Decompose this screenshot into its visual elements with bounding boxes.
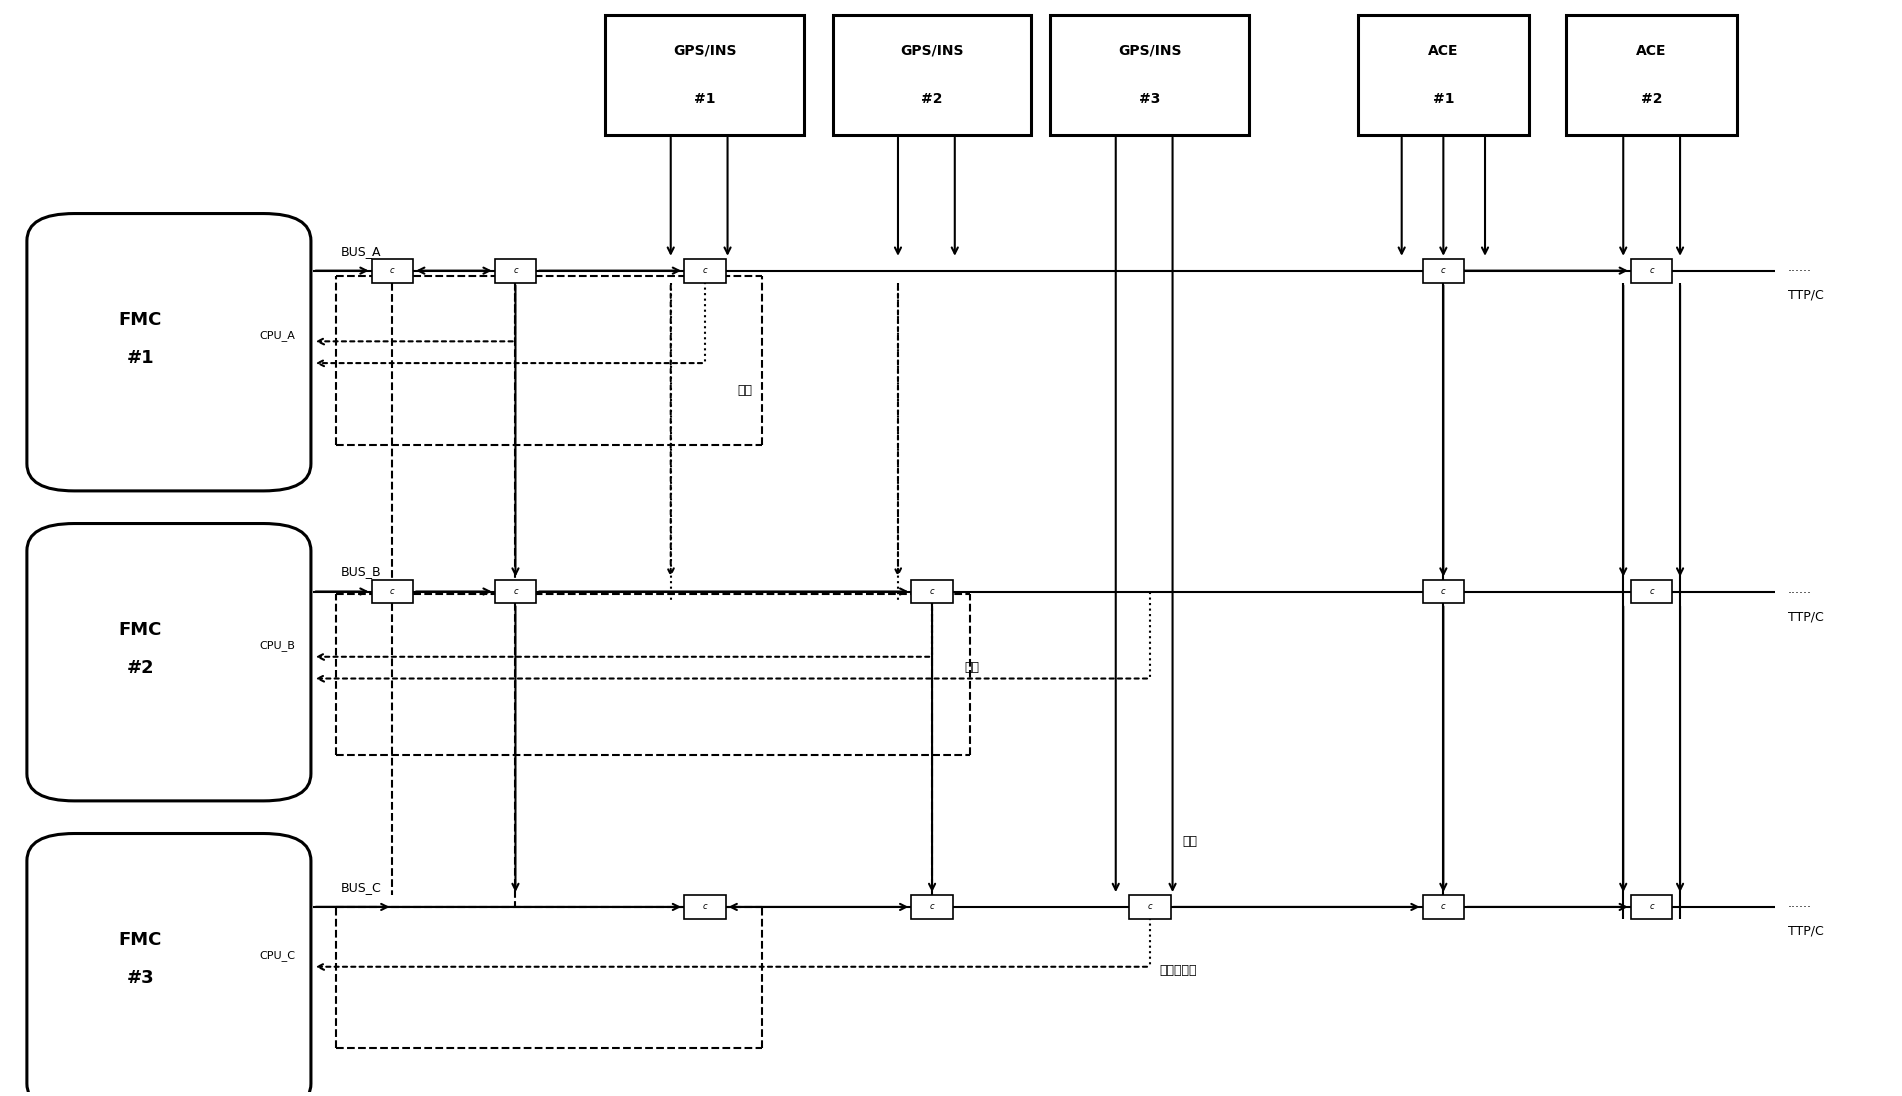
Text: CPU_B: CPU_B <box>261 640 295 651</box>
Bar <box>1630 895 1672 918</box>
Text: TTP/C: TTP/C <box>1788 924 1824 937</box>
Text: GPS/INS: GPS/INS <box>1118 44 1181 58</box>
Text: c: c <box>390 266 396 275</box>
Text: TTP/C: TTP/C <box>1788 288 1824 301</box>
Text: 串口: 串口 <box>736 384 751 397</box>
Text: 串口: 串口 <box>1181 835 1196 848</box>
Text: BUS_C: BUS_C <box>340 881 382 894</box>
Text: c: c <box>930 902 934 912</box>
Text: GPS/INS: GPS/INS <box>900 44 964 58</box>
Bar <box>371 259 413 283</box>
Text: ACE: ACE <box>1636 44 1666 58</box>
Text: TTP/C: TTP/C <box>1788 610 1824 623</box>
Text: c: c <box>1147 902 1153 912</box>
Text: c: c <box>390 587 396 596</box>
Text: c: c <box>514 587 517 596</box>
Text: c: c <box>1442 902 1446 912</box>
Bar <box>495 580 536 604</box>
Bar <box>911 580 953 604</box>
Text: c: c <box>1649 902 1655 912</box>
Text: GPS/INS: GPS/INS <box>673 44 736 58</box>
Text: CPU_A: CPU_A <box>261 331 295 341</box>
Bar <box>911 895 953 918</box>
Text: ......: ...... <box>1788 583 1813 596</box>
FancyBboxPatch shape <box>27 214 310 491</box>
Text: ACE: ACE <box>1428 44 1459 58</box>
Bar <box>1358 15 1529 135</box>
FancyBboxPatch shape <box>27 834 310 1096</box>
FancyBboxPatch shape <box>27 524 310 801</box>
Text: c: c <box>702 902 708 912</box>
Text: #2: #2 <box>1641 92 1662 106</box>
Text: 总线耦合器: 总线耦合器 <box>1160 963 1196 977</box>
Text: ......: ...... <box>1788 261 1813 274</box>
Text: c: c <box>1442 587 1446 596</box>
Text: #2: #2 <box>921 92 943 106</box>
Bar <box>371 580 413 604</box>
Text: CPU_C: CPU_C <box>261 950 297 961</box>
Text: #1: #1 <box>127 349 154 367</box>
Text: 串口: 串口 <box>964 661 980 674</box>
Bar <box>1050 15 1250 135</box>
Text: c: c <box>514 266 517 275</box>
Text: c: c <box>1649 587 1655 596</box>
Text: FMC: FMC <box>118 931 162 948</box>
Bar <box>495 259 536 283</box>
Text: FMC: FMC <box>118 620 162 639</box>
Bar <box>605 15 805 135</box>
Text: #2: #2 <box>127 659 154 676</box>
Bar <box>1423 259 1465 283</box>
Text: c: c <box>702 266 708 275</box>
Text: c: c <box>930 587 934 596</box>
Text: #3: #3 <box>1139 92 1160 106</box>
Bar <box>1130 895 1170 918</box>
Text: BUS_A: BUS_A <box>340 244 382 258</box>
Text: #3: #3 <box>127 969 154 986</box>
Bar <box>833 15 1031 135</box>
Text: c: c <box>1649 266 1655 275</box>
Bar <box>1567 15 1737 135</box>
Bar <box>1630 259 1672 283</box>
Text: #1: #1 <box>694 92 715 106</box>
Bar <box>685 259 727 283</box>
Bar <box>685 895 727 918</box>
Text: c: c <box>1442 266 1446 275</box>
Text: #1: #1 <box>1432 92 1455 106</box>
Text: FMC: FMC <box>118 310 162 329</box>
Bar <box>1423 580 1465 604</box>
Bar <box>1630 580 1672 604</box>
Text: ......: ...... <box>1788 898 1813 910</box>
Text: BUS_B: BUS_B <box>340 566 382 579</box>
Bar <box>1423 895 1465 918</box>
